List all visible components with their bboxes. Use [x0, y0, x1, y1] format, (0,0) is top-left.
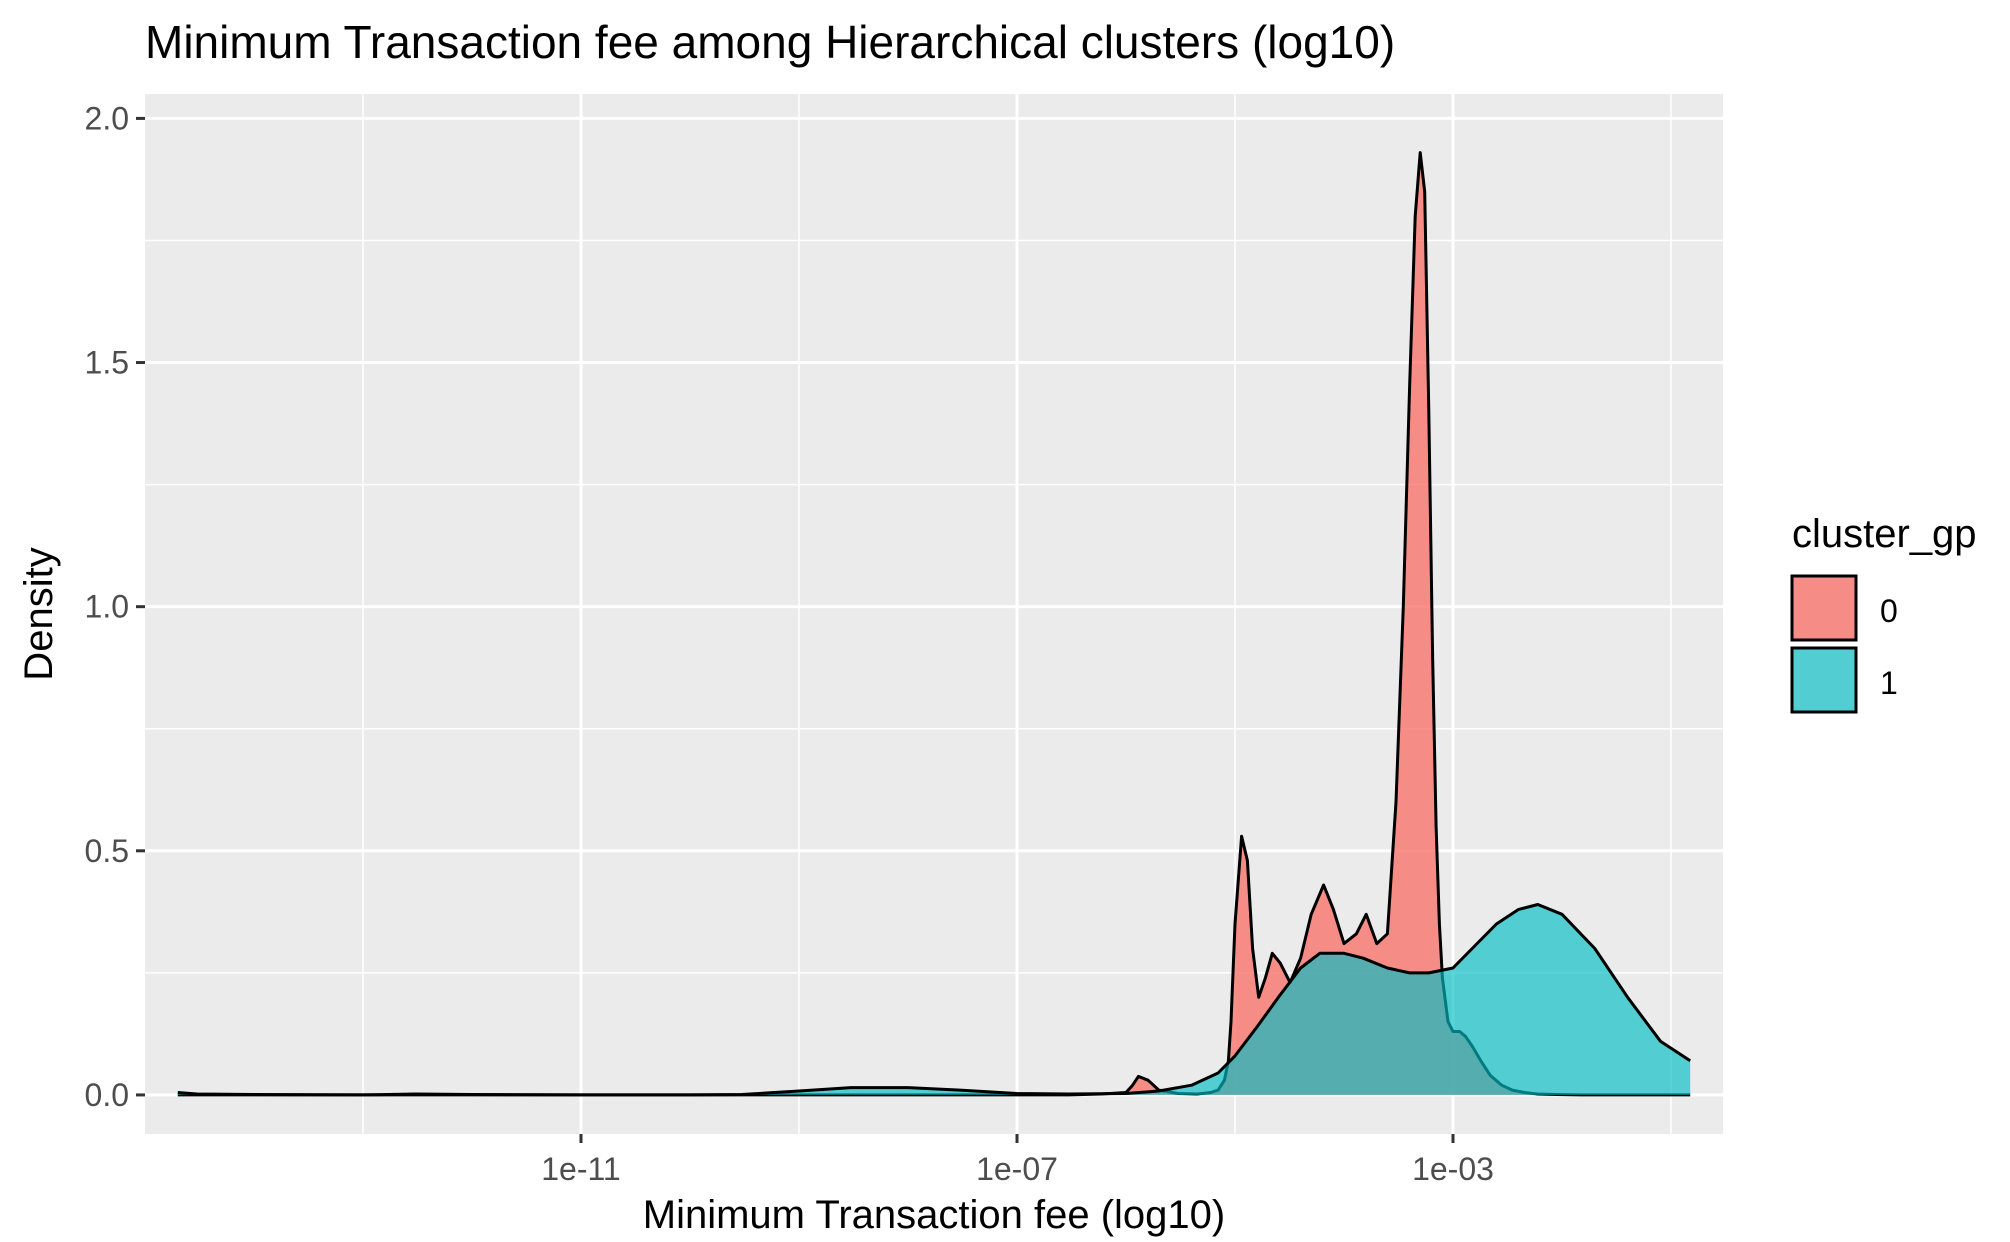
x-tick-label: 1e-07 — [976, 1151, 1058, 1187]
x-axis-title: Minimum Transaction fee (log10) — [643, 1193, 1225, 1237]
y-tick-label: 0.5 — [85, 833, 129, 869]
y-tick-label: 2.0 — [85, 100, 129, 136]
y-axis-title: Density — [17, 547, 61, 680]
y-tick-label: 1.5 — [85, 345, 129, 381]
minor-gridlines — [145, 94, 1723, 1134]
legend: cluster_gp 0 1 — [1790, 512, 1977, 714]
y-tick-label: 0.0 — [85, 1077, 129, 1113]
legend-title: cluster_gp — [1792, 512, 1977, 556]
density-line-cluster-1 — [177, 903, 1692, 1097]
legend-key-0 — [1790, 574, 1858, 642]
x-tick-label: 1e-03 — [1412, 1151, 1494, 1187]
density-areas — [177, 151, 1692, 1097]
legend-label-0: 0 — [1880, 593, 1898, 629]
legend-key-1 — [1790, 646, 1858, 714]
chart-title: Minimum Transaction fee among Hierarchic… — [145, 16, 1395, 68]
y-tick-label: 1.0 — [85, 589, 129, 625]
density-area-cluster-1 — [177, 904, 1691, 1095]
legend-label-1: 1 — [1880, 665, 1898, 701]
axes: 0.0 0.5 1.0 1.5 2.0 1e-11 1e-07 1e-03 — [85, 100, 1494, 1187]
x-tick-label: 1e-11 — [541, 1151, 620, 1187]
